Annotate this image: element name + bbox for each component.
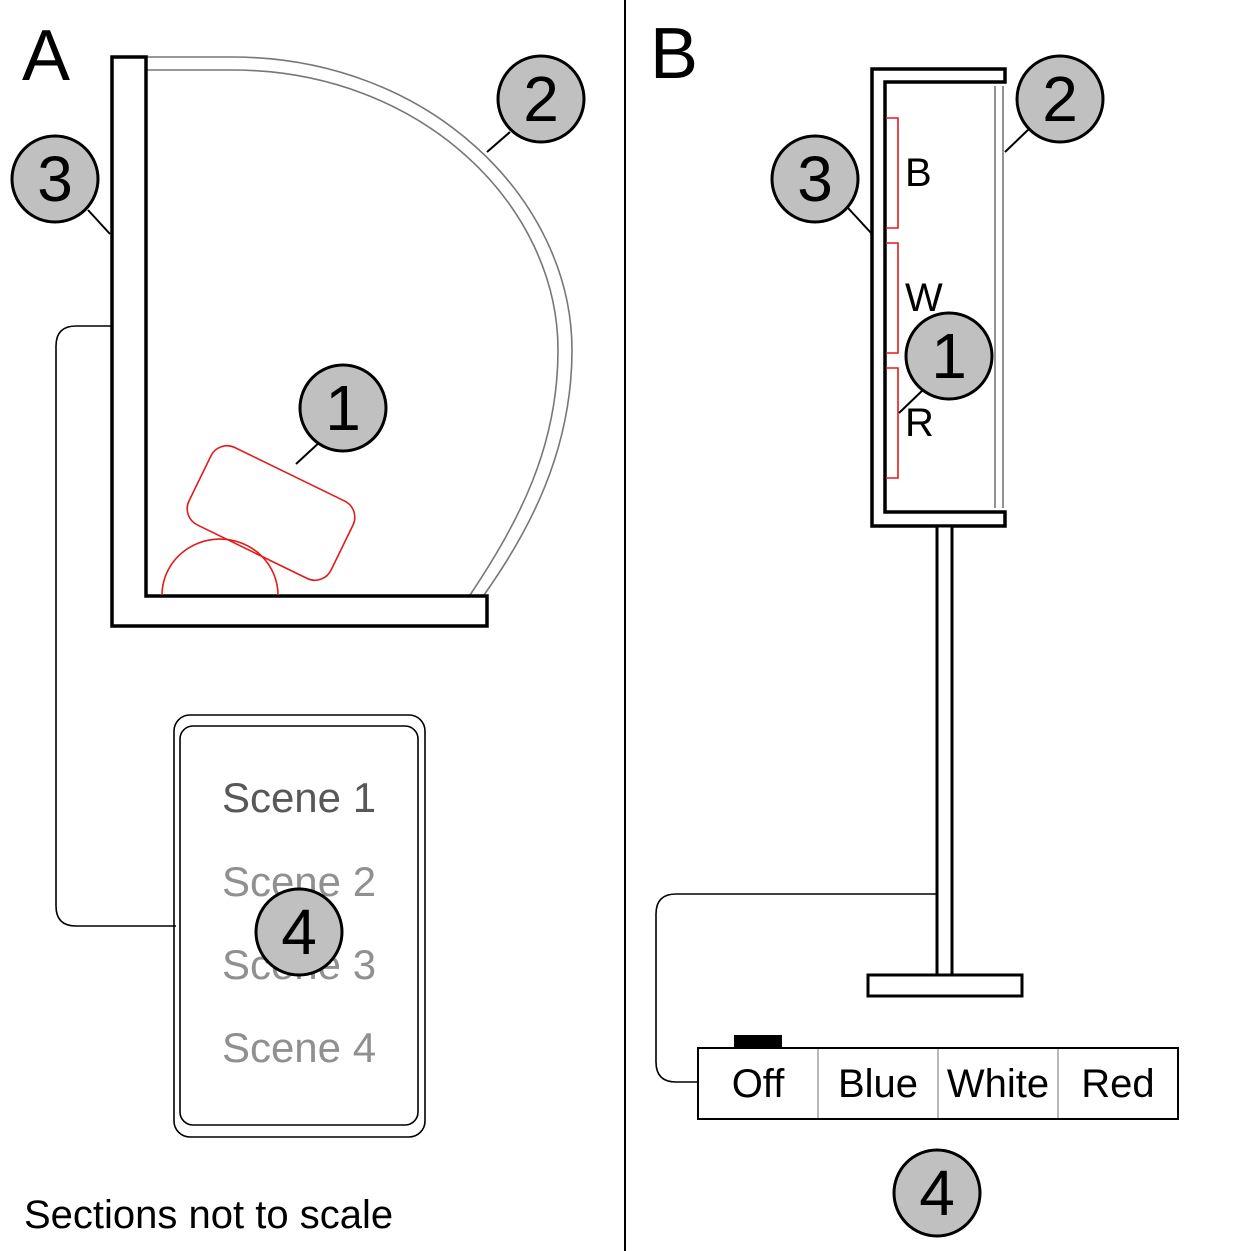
light-label-red: R: [905, 401, 934, 445]
light-strip-white: [886, 242, 899, 354]
callout-badge-b-3-number: 3: [797, 143, 833, 215]
callout-badge-a-3-number: 3: [37, 143, 73, 215]
callout-badge-b-1-number: 1: [931, 320, 967, 392]
scale-note: Sections not to scale: [24, 1193, 393, 1237]
callout-badge-a-3: 3: [10, 134, 100, 224]
remote-scene-4[interactable]: Scene 4: [222, 1024, 376, 1071]
light-strip-red: [886, 367, 899, 479]
callout-badge-b-4: 4: [892, 1148, 982, 1238]
callout-b-1-leader: [898, 387, 926, 414]
switch-button-white[interactable]: White: [947, 1062, 1049, 1106]
glass-door-arc-inner: [146, 69, 559, 596]
panel-b: B B W R Off Blue White Red: [650, 14, 1179, 1238]
callout-badge-a-1: 1: [298, 363, 388, 453]
stand-pole: [935, 524, 954, 977]
callout-badge-a-4-number: 4: [281, 896, 317, 968]
light-strip-blue: [886, 117, 899, 229]
panel-a: A Scene 1 Scene 2 Scene 3 Scene 4 1 2: [10, 16, 586, 1237]
callout-b-3-leader: [847, 207, 873, 235]
callout-badge-b-2-number: 2: [1042, 63, 1078, 135]
remote-outer: [173, 714, 426, 1138]
light-label-blue: B: [905, 151, 932, 195]
remote-scene-1[interactable]: Scene 1: [222, 774, 376, 821]
callout-badge-b-2: 2: [1015, 54, 1105, 144]
switch-selected-indicator: [734, 1035, 782, 1048]
switch-button-off[interactable]: Off: [732, 1062, 786, 1106]
panel-a-label: A: [22, 16, 70, 96]
callout-2-leader: [486, 131, 511, 153]
switch-cable: [655, 893, 937, 1083]
remote-inner: [179, 725, 419, 1126]
cabinet-frame: [870, 67, 1007, 528]
remote-cable: [55, 325, 176, 927]
panel-b-label: B: [650, 14, 698, 94]
light-label-white: W: [905, 276, 943, 320]
callout-badge-a-1-number: 1: [325, 372, 361, 444]
stand-base: [866, 973, 1024, 998]
callout-badge-b-3: 3: [770, 134, 860, 224]
callout-b-2-leader: [1004, 127, 1031, 153]
wall-l-shape: [110, 55, 489, 628]
callout-badge-a-2-number: 2: [523, 63, 559, 135]
callout-badge-a-2: 2: [496, 54, 586, 144]
callout-3-leader: [87, 209, 111, 235]
switch-button-blue[interactable]: Blue: [838, 1062, 918, 1106]
glass-door-arc: [146, 56, 573, 596]
light-fixture: [186, 444, 356, 582]
light-base-arc: [161, 538, 279, 596]
callout-badge-a-4: 4: [254, 887, 344, 977]
switch-button-red[interactable]: Red: [1081, 1062, 1154, 1106]
callout-badge-b-1: 1: [904, 311, 994, 401]
callout-badge-b-4-number: 4: [919, 1157, 955, 1229]
